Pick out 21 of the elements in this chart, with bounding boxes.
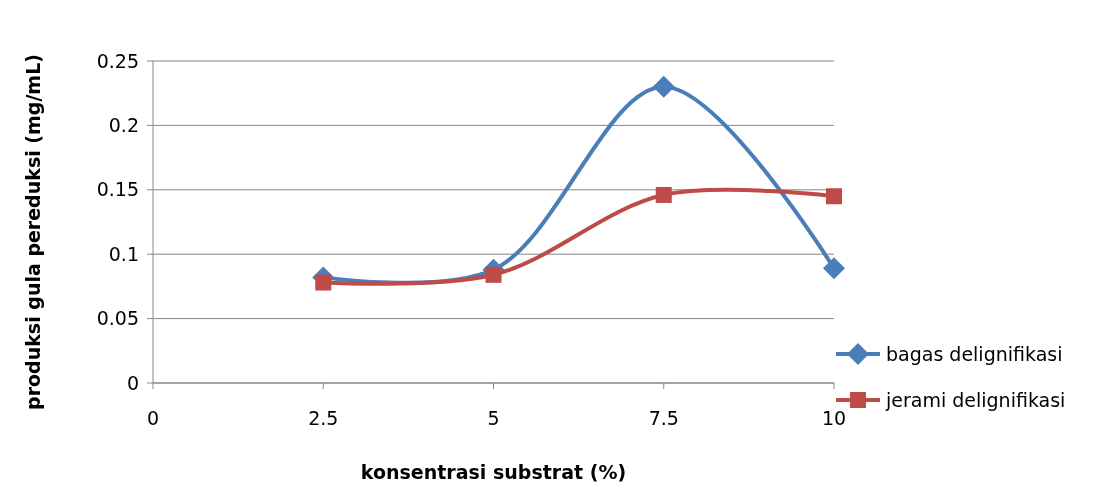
x-tick-label: 0 (146, 407, 160, 429)
x-tick-label: 10 (821, 407, 847, 429)
y-axis-title: produksi gula pereduksi (mg/mL) (22, 54, 44, 410)
y-tick-label: 0.1 (108, 242, 139, 265)
point (655, 186, 672, 203)
y-tick-label: 0.05 (96, 307, 139, 330)
x-axis-title: konsentrasi substrat (%) (360, 461, 627, 483)
point (823, 257, 845, 280)
x-tick-label: 7.5 (648, 407, 679, 429)
y-tick-label: 0.25 (96, 49, 139, 72)
x-tick-label: 5 (487, 407, 500, 429)
point (315, 274, 332, 291)
legend-label: jerami delignifikasi (885, 388, 1066, 411)
point (485, 266, 502, 283)
y-tick-label: 0.15 (96, 178, 139, 201)
y-tick-label: 0.2 (108, 114, 139, 137)
y-tick-label: 0 (126, 371, 139, 394)
point (652, 75, 675, 98)
legend-label: bagas delignifikasi (886, 342, 1063, 365)
x-tick-label: 2.5 (308, 407, 339, 429)
point (826, 188, 842, 205)
